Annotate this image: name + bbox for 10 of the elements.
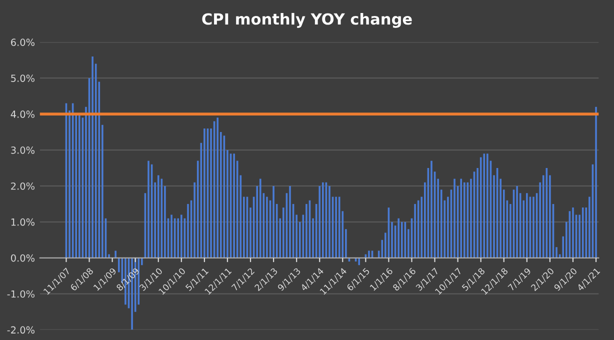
y-tick-label: 4.0% (10, 110, 35, 118)
y-tick-label: -1.0% (7, 290, 35, 298)
y-tick-label: 1.0% (11, 218, 35, 226)
y-tick-label: 6.0% (11, 38, 35, 46)
y-tick-label: 5.0% (11, 74, 35, 82)
chart-title: CPI monthly YOY change (202, 12, 412, 28)
y-tick-label: 0.0% (10, 254, 35, 262)
y-tick-label: 2.0% (11, 182, 35, 190)
y-tick-label: -2.0% (7, 326, 35, 334)
y-tick-label: 3.0% (11, 146, 35, 154)
